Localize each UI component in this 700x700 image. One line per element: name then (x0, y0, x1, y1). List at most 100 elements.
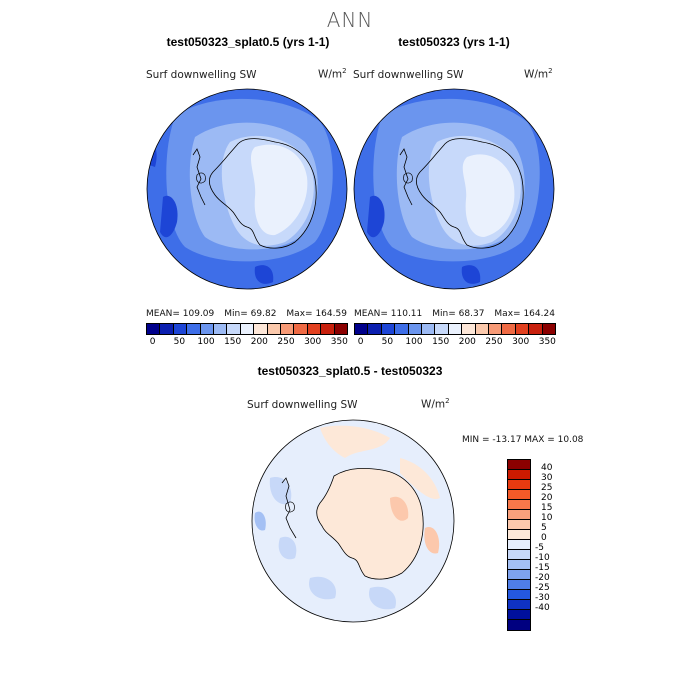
colorbar-tick-label: 150 (432, 337, 450, 347)
figure-title: ANN (326, 8, 374, 32)
colorbar-swatch (508, 520, 530, 530)
colorbar-label: -20 (535, 573, 550, 583)
colorbar-swatch (408, 324, 423, 334)
colorbar-swatch (435, 324, 449, 334)
colorbar-swatch (160, 324, 174, 334)
colorbar-label: -10 (535, 553, 550, 563)
colorbar-swatch (508, 600, 530, 610)
colorbar-label: -30 (535, 593, 550, 603)
diff-variable-label: Surf downwelling SW (247, 399, 358, 411)
panel1-colorbar-ticks: 0 50 100 150 200 250 300 350 (146, 337, 348, 349)
colorbar-label: -5 (535, 543, 544, 553)
colorbar-swatch (489, 324, 503, 334)
diff-min-max: MIN = -13.17 MAX = 10.08 (462, 435, 584, 445)
colorbar-swatch (240, 324, 255, 334)
panel1-variable-label: Surf downwelling SW (146, 69, 257, 81)
panel2-variable-label: Surf downwelling SW (353, 69, 464, 81)
colorbar-swatch (294, 324, 308, 334)
colorbar-label: 10 (541, 513, 553, 523)
colorbar-swatch (508, 550, 530, 560)
colorbar-swatch (508, 540, 530, 550)
colorbar-swatch (448, 324, 463, 334)
colorbar-tick-label: 50 (381, 337, 394, 347)
diff-panel-title: test050323_splat0.5 - test050323 (257, 364, 443, 378)
colorbar-swatch (321, 324, 335, 334)
colorbar-tick-label: 200 (458, 337, 476, 347)
diff-colorbar (507, 459, 531, 631)
colorbar-swatch (355, 324, 369, 334)
colorbar-label: 0 (541, 533, 547, 543)
colorbar-swatch (422, 324, 436, 334)
colorbar-swatch (508, 470, 530, 480)
colorbar-swatch (508, 490, 530, 500)
panel2-title: test050323 (yrs 1-1) (398, 35, 510, 49)
colorbar-swatch (508, 560, 530, 570)
colorbar-swatch (147, 324, 161, 334)
diff-units: W/m2 (421, 397, 450, 411)
colorbar-swatch (368, 324, 382, 334)
colorbar-swatch (475, 324, 490, 334)
colorbar-tick-label: 350 (538, 337, 556, 347)
colorbar-swatch (307, 324, 322, 334)
colorbar-label: 30 (541, 473, 553, 483)
colorbar-tick-label: 100 (197, 337, 215, 347)
colorbar-tick-label: 250 (485, 337, 503, 347)
colorbar-swatch (508, 580, 530, 590)
colorbar-swatch (508, 620, 530, 630)
panel2-colorbar (354, 323, 556, 335)
diff-colorbar-labels: 40 30 25 20 15 10 5 0 -5 -10 -15 -20 -25 -30 -40 (535, 459, 575, 631)
colorbar-label: 20 (541, 493, 553, 503)
panel1-stats: MEAN= 109.09 Min= 69.82 Max= 164.59 (146, 309, 347, 319)
colorbar-label: -25 (535, 583, 550, 593)
colorbar-tick-label: 350 (330, 337, 348, 347)
panel2-units: W/m2 (524, 67, 553, 81)
colorbar-swatch (508, 460, 530, 470)
colorbar-tick-label: 50 (173, 337, 186, 347)
panel1-colorbar (146, 323, 348, 335)
colorbar-swatch (502, 324, 516, 334)
colorbar-swatch (281, 324, 295, 334)
colorbar-swatch (200, 324, 215, 334)
colorbar-tick-label: 150 (224, 337, 242, 347)
panel1-units: W/m2 (318, 67, 347, 81)
colorbar-swatch (267, 324, 282, 334)
colorbar-swatch (214, 324, 228, 334)
diff-map (250, 418, 456, 624)
colorbar-swatch (334, 324, 348, 334)
panel2-stats: MEAN= 110.11 Min= 68.37 Max= 164.24 (354, 309, 555, 319)
colorbar-label: -15 (535, 563, 550, 573)
colorbar-swatch (508, 480, 530, 490)
colorbar-swatch (227, 324, 241, 334)
colorbar-swatch (395, 324, 409, 334)
colorbar-tick-label: 250 (277, 337, 295, 347)
colorbar-swatch (173, 324, 188, 334)
colorbar-tick-label: 100 (405, 337, 423, 347)
colorbar-label: 15 (541, 503, 553, 513)
colorbar-tick-label: 0 (357, 337, 364, 347)
colorbar-tick-label: 200 (250, 337, 268, 347)
colorbar-label: 25 (541, 483, 553, 493)
panel1-title: test050323_splat0.5 (yrs 1-1) (166, 35, 330, 49)
panel2-colorbar-ticks: 0 50 100 150 200 250 300 350 (354, 337, 556, 349)
colorbar-label: 40 (541, 463, 553, 473)
panel1-map (145, 87, 349, 291)
colorbar-swatch (515, 324, 530, 334)
colorbar-swatch (542, 324, 556, 334)
colorbar-swatch (508, 510, 530, 520)
colorbar-swatch (508, 610, 530, 620)
colorbar-swatch (508, 590, 530, 600)
colorbar-swatch (462, 324, 476, 334)
colorbar-label: -40 (535, 603, 550, 613)
colorbar-swatch (381, 324, 396, 334)
colorbar-swatch (254, 324, 268, 334)
colorbar-swatch (187, 324, 201, 334)
colorbar-tick-label: 300 (304, 337, 322, 347)
colorbar-swatch (508, 530, 530, 540)
colorbar-tick-label: 300 (512, 337, 530, 347)
colorbar-tick-label: 0 (149, 337, 156, 347)
colorbar-swatch (508, 570, 530, 580)
colorbar-swatch (529, 324, 543, 334)
colorbar-swatch (508, 500, 530, 510)
colorbar-label: 5 (541, 523, 547, 533)
panel2-map (352, 87, 556, 291)
